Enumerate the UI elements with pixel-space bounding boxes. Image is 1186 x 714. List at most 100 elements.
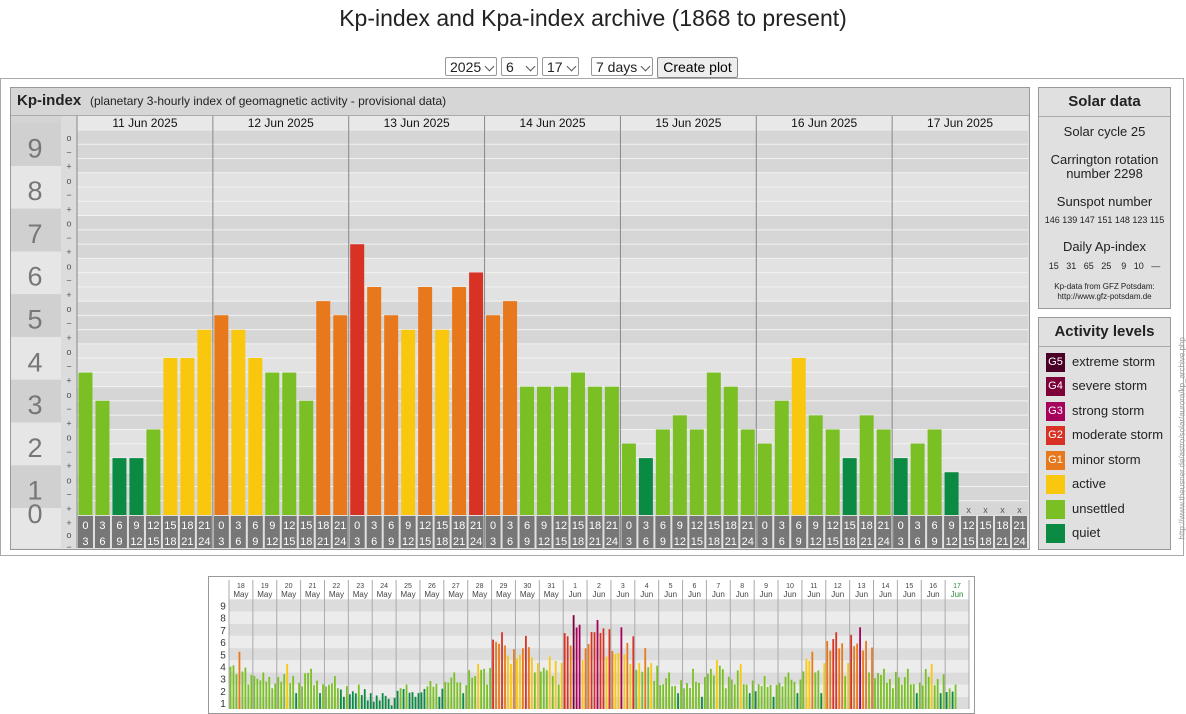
overview-day-number: 11 xyxy=(810,583,817,590)
overview-grid-row xyxy=(229,623,969,636)
ap-label: Daily Ap-index xyxy=(1062,239,1147,254)
overview-bar xyxy=(247,684,250,709)
overview-bar xyxy=(838,648,841,709)
overview-bar xyxy=(584,648,587,709)
overview-bar xyxy=(387,698,390,709)
overview-bar xyxy=(283,674,286,709)
overview-bar xyxy=(653,680,656,709)
overview-bar xyxy=(748,693,751,709)
overview-bar xyxy=(435,683,438,709)
overview-bar xyxy=(707,673,709,709)
overview-bar xyxy=(608,629,611,709)
sunspot-label: Sunspot number xyxy=(1056,194,1153,209)
overview-day-number: 26 xyxy=(428,583,436,590)
overview-bar xyxy=(933,685,936,709)
overview-bar xyxy=(635,669,638,709)
overview-bar xyxy=(575,627,578,709)
overview-y-tick: 2 xyxy=(220,687,226,698)
overview-day-number: 10 xyxy=(786,583,794,590)
overview-bar xyxy=(471,677,474,709)
level-label: unsettled xyxy=(1072,501,1125,516)
overview-day-number: 25 xyxy=(404,583,412,590)
overview-bar xyxy=(626,642,629,709)
overview-bar xyxy=(536,663,539,709)
overview-bar xyxy=(545,670,548,709)
overview-bar xyxy=(313,685,315,709)
overview-bar xyxy=(638,662,641,709)
overview-bar xyxy=(739,663,742,709)
level-swatch: G4 xyxy=(1046,377,1065,396)
source-line-2[interactable]: http://www.gfz-potsdam.de xyxy=(1057,292,1152,301)
overview-bar xyxy=(939,693,942,709)
overview-bar xyxy=(683,688,685,709)
overview-bar xyxy=(721,669,724,709)
overview-bar xyxy=(465,685,468,709)
create-plot-button[interactable]: Create plot xyxy=(657,57,738,78)
overview-bar xyxy=(438,696,441,709)
overview-bar xyxy=(527,647,530,709)
overview-bar xyxy=(704,677,706,709)
overview-bar xyxy=(900,684,903,709)
overview-bar xyxy=(378,700,381,709)
overview-month-label: Jun xyxy=(951,590,964,599)
overview-bar xyxy=(310,668,312,709)
overview-bar xyxy=(456,682,459,709)
year-select[interactable]: 2025 xyxy=(445,57,497,76)
overview-bar xyxy=(877,673,879,709)
kp-chart-header: Kp-index (planetary 3-hourly index of ge… xyxy=(11,88,1029,116)
overview-bar xyxy=(533,672,536,709)
source-line-1: Kp-data from GFZ Potsdam: xyxy=(1054,282,1155,291)
overview-bar xyxy=(733,684,736,709)
overview-bar xyxy=(492,639,494,709)
overview-month-label: Jun xyxy=(903,590,916,599)
overview-bar xyxy=(895,671,897,709)
month-select[interactable]: 6 xyxy=(501,57,538,76)
overview-bar xyxy=(366,700,369,709)
overview-grid-row xyxy=(229,599,969,612)
overview-day-number: 28 xyxy=(476,583,484,590)
period-select[interactable]: 7 days xyxy=(591,57,653,76)
overview-bar xyxy=(763,676,766,709)
overview-bar xyxy=(736,670,739,709)
overview-day-number: 22 xyxy=(333,583,341,590)
overview-day-number: 30 xyxy=(523,583,531,590)
overview-bar xyxy=(730,679,733,709)
overview-bar xyxy=(647,667,650,709)
day-select[interactable]: 17 xyxy=(542,57,579,76)
overview-bar xyxy=(489,667,491,709)
overview-grid-row xyxy=(229,635,969,649)
overview-bar xyxy=(844,676,847,709)
overview-bar xyxy=(328,684,330,709)
solar-data-title: Solar data xyxy=(1039,88,1170,117)
overview-bar xyxy=(602,628,605,709)
overview-bar xyxy=(572,615,575,709)
overview-bar xyxy=(909,684,912,709)
overview-grid-row xyxy=(229,696,969,709)
overview-month-label: Jun xyxy=(664,590,677,599)
overview-bar xyxy=(551,676,554,709)
overview-bar xyxy=(384,695,387,709)
overview-bar xyxy=(665,678,668,709)
overview-month-label: May xyxy=(544,590,559,599)
level-label: moderate storm xyxy=(1072,427,1164,442)
overview-bar xyxy=(936,679,939,709)
overview-month-label: Jun xyxy=(879,590,892,599)
overview-day-number: 5 xyxy=(669,583,673,590)
overview-bar xyxy=(253,675,256,709)
overview-month-label: May xyxy=(448,590,463,599)
overview-bar xyxy=(689,687,691,709)
overview-bar xyxy=(548,656,551,709)
overview-bar xyxy=(790,679,793,709)
overview-month-label: Jun xyxy=(640,590,653,599)
overview-bar xyxy=(793,681,796,709)
chevron-down-icon xyxy=(640,61,651,72)
overview-bar xyxy=(886,682,888,709)
overview-grid-row xyxy=(229,648,969,661)
overview-month-label: Jun xyxy=(760,590,773,599)
overview-day-number: 13 xyxy=(858,583,866,590)
overview-bar xyxy=(862,650,864,709)
overview-bar xyxy=(698,682,700,709)
overview-month-label: May xyxy=(233,590,248,599)
overview-bar xyxy=(757,684,760,709)
overview-bar xyxy=(710,668,712,709)
